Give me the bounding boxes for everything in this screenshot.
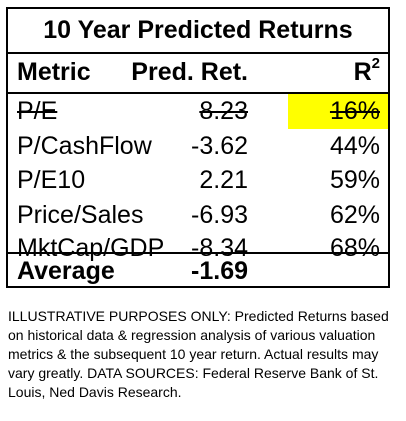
average-value: -1.69 bbox=[191, 256, 248, 285]
highlight-cell bbox=[288, 94, 388, 129]
row-metric: MktCap/GDP bbox=[17, 234, 165, 262]
footnote: ILLUSTRATIVE PURPOSES ONLY: Predicted Re… bbox=[8, 308, 389, 400]
table-row: P/CashFlow -3.62 44% bbox=[8, 129, 388, 164]
row-r2: 44% bbox=[329, 132, 380, 160]
row-pred-ret: -3.62 bbox=[191, 132, 248, 160]
table-title: 10 Year Predicted Returns bbox=[8, 9, 388, 54]
table-header-row: Metric Pred. Ret. R2 bbox=[8, 52, 388, 94]
row-r2: 59% bbox=[329, 166, 380, 194]
row-r2: 68% bbox=[329, 234, 380, 262]
row-metric: Price/Sales bbox=[17, 201, 144, 229]
average-row: Average -1.69 bbox=[8, 252, 388, 288]
row-metric: P/E bbox=[17, 97, 58, 125]
average-label: Average bbox=[17, 256, 115, 285]
table-row: Price/Sales -6.93 62% bbox=[8, 198, 388, 233]
returns-table: 10 Year Predicted Returns Metric Pred. R… bbox=[6, 7, 390, 288]
row-metric: P/CashFlow bbox=[17, 132, 152, 160]
row-pred-ret: 8.23 bbox=[199, 97, 248, 125]
row-r2: 62% bbox=[329, 201, 380, 229]
row-pred-ret: -6.93 bbox=[191, 201, 248, 229]
row-pred-ret: 2.21 bbox=[199, 166, 248, 194]
header-r-superscript: 2 bbox=[371, 54, 380, 72]
header-metric: Metric bbox=[17, 57, 91, 86]
header-r-base: R bbox=[353, 57, 372, 86]
table-row: MktCap/GDP -8.34 68% bbox=[8, 231, 388, 266]
table-title-text: 10 Year Predicted Returns bbox=[43, 16, 353, 44]
row-pred-ret: -8.34 bbox=[191, 234, 248, 262]
table-row: P/E 8.23 16% bbox=[8, 94, 388, 129]
table-row: P/E10 2.21 59% bbox=[8, 163, 388, 198]
header-pred-ret: Pred. Ret. bbox=[131, 57, 248, 86]
row-metric: P/E10 bbox=[17, 166, 86, 194]
header-r-squared: R2 bbox=[353, 54, 380, 87]
row-r2: 16% bbox=[329, 97, 380, 125]
